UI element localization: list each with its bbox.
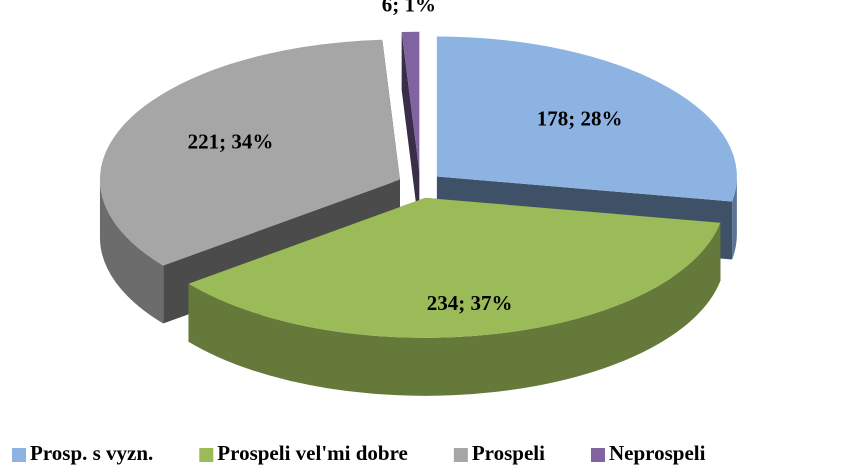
slice-side <box>401 32 420 230</box>
slice-top <box>188 197 721 338</box>
slice-top <box>436 36 737 202</box>
legend-label: Prospeli <box>472 441 545 465</box>
legend-swatch <box>199 448 214 462</box>
legend-swatch <box>590 448 605 462</box>
data-label: 221; 34% <box>188 130 274 154</box>
legend-label: Prosp. s vyzn. <box>30 441 153 465</box>
data-label: 234; 37% <box>427 291 513 315</box>
slice <box>188 197 721 396</box>
slice-top <box>99 39 400 266</box>
data-label: 6; 1% <box>382 0 436 16</box>
legend-label: Neprospeli <box>609 441 706 465</box>
slice-wall <box>188 222 721 396</box>
legend-label: Prospeli vel'mi dobre <box>217 441 408 465</box>
legend-swatch <box>453 448 468 462</box>
slice-wall <box>99 179 164 324</box>
data-label: 178; 28% <box>537 107 623 131</box>
slice <box>401 31 420 230</box>
slice-top <box>401 31 420 172</box>
slice-wall <box>732 176 737 260</box>
legend-swatch <box>12 448 26 462</box>
